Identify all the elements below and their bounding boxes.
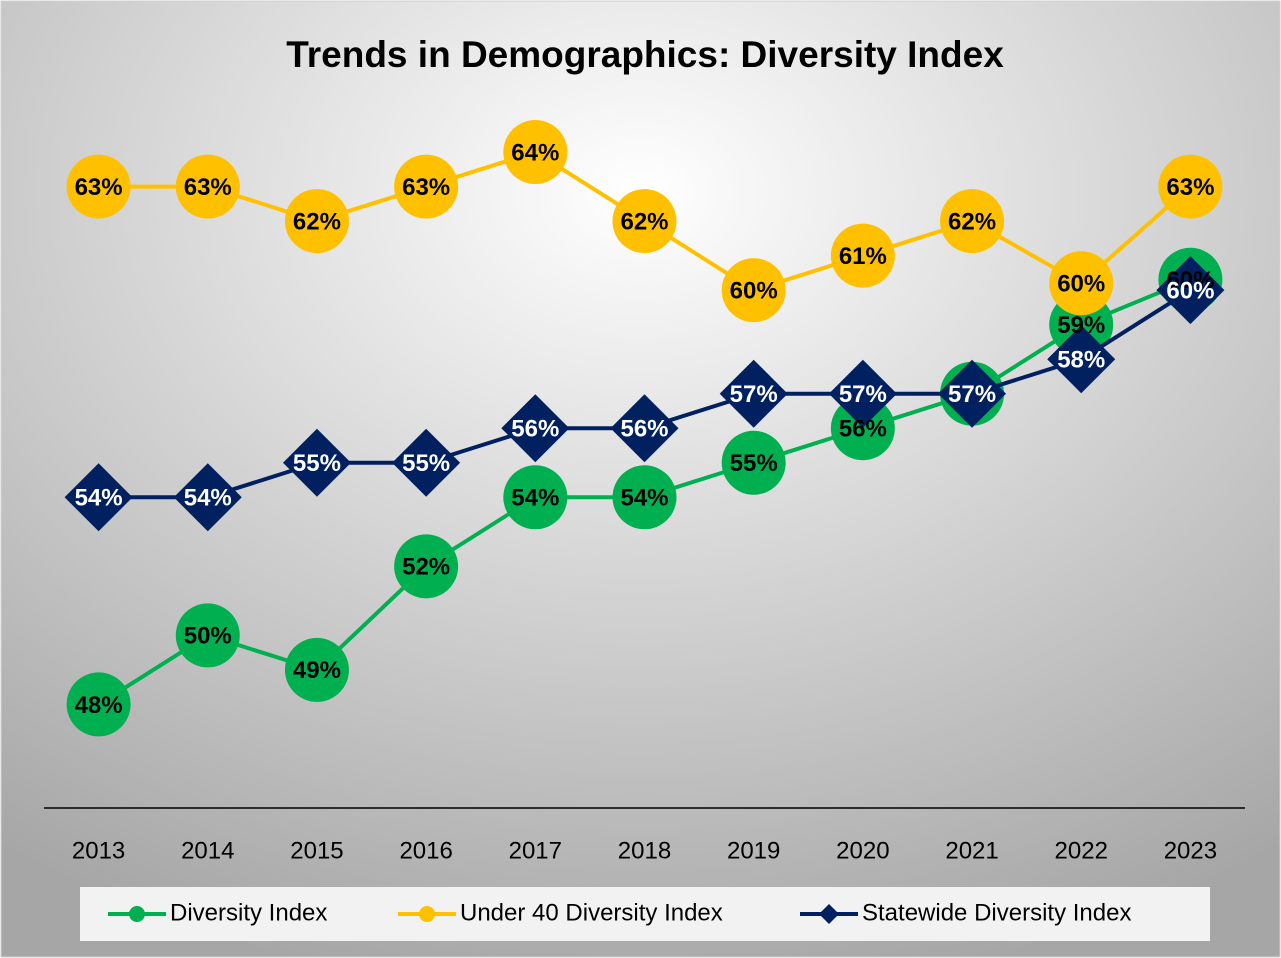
circle-marker <box>612 189 677 254</box>
legend-marker <box>129 906 145 922</box>
x-tick-label: 2013 <box>72 837 125 864</box>
data-label: 54% <box>184 485 232 512</box>
circle-marker <box>830 223 895 288</box>
legend-label: Diversity Index <box>170 899 327 926</box>
data-label: 60% <box>1057 271 1105 298</box>
x-tick-label: 2014 <box>181 837 234 864</box>
circle-marker <box>612 465 677 530</box>
data-label: 58% <box>1057 347 1105 374</box>
data-label: 54% <box>511 485 559 512</box>
data-label: 49% <box>293 657 341 684</box>
data-label: 55% <box>293 450 341 477</box>
diamond-marker <box>392 428 461 497</box>
data-label: 54% <box>75 485 123 512</box>
x-tick-label: 2020 <box>836 837 889 864</box>
chart-title: Trends in Demographics: Diversity Index <box>286 34 1004 75</box>
circle-marker <box>940 189 1005 254</box>
data-label: 56% <box>839 416 887 443</box>
x-tick-label: 2022 <box>1055 837 1108 864</box>
data-label: 57% <box>730 381 778 408</box>
data-label: 60% <box>1166 267 1214 294</box>
data-label: 57% <box>948 381 996 408</box>
data-label: 64% <box>511 139 559 166</box>
circle-marker <box>721 430 786 495</box>
legend-box <box>80 887 1210 941</box>
x-tick-label: 2017 <box>509 837 562 864</box>
circle-marker <box>830 396 895 461</box>
data-label: 56% <box>620 416 668 443</box>
data-label: 57% <box>948 381 996 408</box>
data-label: 52% <box>402 554 450 581</box>
diamond-marker <box>828 359 897 428</box>
circle-marker <box>175 603 240 668</box>
circle-marker <box>284 637 349 702</box>
data-label: 59% <box>1057 312 1105 339</box>
data-label: 57% <box>839 381 887 408</box>
circle-marker <box>66 154 131 219</box>
circle-marker <box>503 120 568 185</box>
x-tick-label: 2023 <box>1164 837 1217 864</box>
diamond-marker <box>1047 325 1116 394</box>
circle-marker <box>394 154 459 219</box>
diamond-marker <box>501 394 570 463</box>
legend-marker <box>419 906 435 922</box>
diamond-marker <box>938 359 1007 428</box>
circle-marker <box>721 258 786 323</box>
data-label: 63% <box>402 174 450 201</box>
data-label: 55% <box>730 450 778 477</box>
data-label: 56% <box>511 416 559 443</box>
legend-label: Statewide Diversity Index <box>862 899 1131 926</box>
circle-marker <box>1158 154 1223 219</box>
data-label: 60% <box>730 277 778 304</box>
x-tick-label: 2021 <box>945 837 998 864</box>
data-label: 50% <box>184 623 232 650</box>
x-tick-label: 2018 <box>618 837 671 864</box>
circle-marker <box>175 154 240 219</box>
circle-marker <box>284 189 349 254</box>
circle-marker <box>503 465 568 530</box>
diamond-marker <box>719 359 788 428</box>
data-label: 62% <box>293 208 341 235</box>
data-label: 54% <box>620 485 668 512</box>
data-label: 60% <box>1166 277 1214 304</box>
legend-label: Under 40 Diversity Index <box>460 899 723 926</box>
diamond-marker <box>173 463 242 532</box>
diamond-marker <box>610 394 679 463</box>
x-tick-label: 2019 <box>727 837 780 864</box>
circle-marker <box>1049 251 1114 316</box>
data-label: 63% <box>184 174 232 201</box>
data-label: 61% <box>839 243 887 270</box>
data-label: 63% <box>75 174 123 201</box>
x-tick-label: 2015 <box>290 837 343 864</box>
legend-marker <box>819 904 839 924</box>
diamond-marker <box>282 428 351 497</box>
x-tick-label: 2016 <box>399 837 452 864</box>
data-label: 62% <box>620 208 668 235</box>
data-label: 62% <box>948 208 996 235</box>
data-label: 55% <box>402 450 450 477</box>
data-label: 63% <box>1166 174 1214 201</box>
data-label: 48% <box>75 692 123 719</box>
diamond-marker <box>1156 256 1225 325</box>
diamond-marker <box>64 463 133 532</box>
circle-marker <box>66 672 131 737</box>
circle-marker <box>394 534 459 599</box>
